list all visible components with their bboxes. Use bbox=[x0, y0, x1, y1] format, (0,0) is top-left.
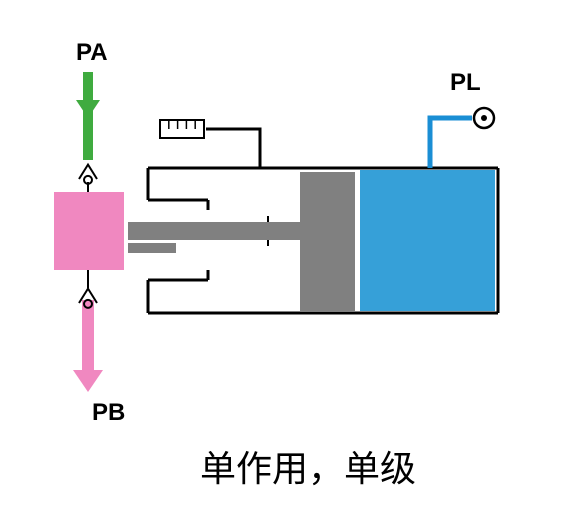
caption: 单作用，单级 bbox=[200, 440, 416, 492]
hydraulic-diagram: PA PL PB 单作用，单级 bbox=[0, 0, 564, 513]
label-pl: PL bbox=[450, 69, 481, 96]
label-pb: PB bbox=[92, 399, 125, 426]
label-pa: PA bbox=[76, 39, 108, 66]
